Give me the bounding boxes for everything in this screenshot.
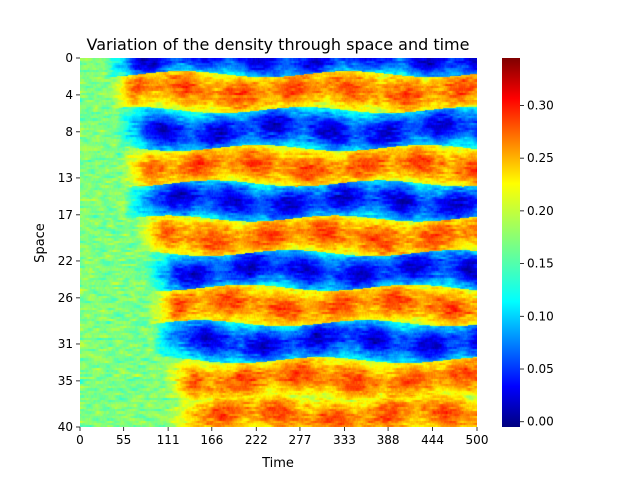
y-tick-label: 26 bbox=[58, 291, 73, 305]
y-tick-label: 13 bbox=[58, 171, 73, 185]
y-axis-label: Space bbox=[33, 223, 48, 263]
y-tick-label: 40 bbox=[58, 420, 73, 434]
x-tick-label: 444 bbox=[421, 433, 444, 447]
y-tick-label: 22 bbox=[58, 254, 73, 268]
y-axis-ticks: 0 4 8 13 17 22 26 31 35 40 bbox=[58, 51, 80, 434]
y-tick-label: 4 bbox=[65, 88, 73, 102]
x-tick-label: 111 bbox=[157, 433, 180, 447]
chart-title: Variation of the density through space a… bbox=[87, 35, 470, 54]
x-axis-label: Time bbox=[261, 456, 294, 471]
x-tick-label: 166 bbox=[200, 433, 223, 447]
colorbar-tick-label: 0.00 bbox=[527, 415, 554, 429]
y-tick-label: 31 bbox=[58, 337, 73, 351]
x-tick-label: 222 bbox=[245, 433, 268, 447]
x-axis-ticks: 0 55 111 166 222 277 333 388 444 500 bbox=[76, 427, 488, 447]
colorbar-tick-label: 0.10 bbox=[527, 309, 554, 323]
y-tick-label: 17 bbox=[58, 208, 73, 222]
x-tick-label: 500 bbox=[466, 433, 489, 447]
colorbar-tick-label: 0.20 bbox=[527, 204, 554, 218]
heatmap-cells bbox=[80, 58, 477, 427]
x-tick-label: 0 bbox=[76, 433, 84, 447]
x-tick-label: 333 bbox=[333, 433, 356, 447]
y-tick-label: 0 bbox=[65, 51, 73, 65]
y-tick-label: 35 bbox=[58, 374, 73, 388]
colorbar-ticks: 0.00 0.05 0.10 0.15 0.20 0.25 0.30 bbox=[520, 98, 554, 429]
colorbar-tick-label: 0.25 bbox=[527, 151, 554, 165]
colorbar-tick-label: 0.30 bbox=[527, 98, 554, 112]
colorbar-tick-label: 0.05 bbox=[527, 362, 554, 376]
colorbar-tick-label: 0.15 bbox=[527, 257, 554, 271]
x-tick-label: 55 bbox=[116, 433, 131, 447]
x-tick-label: 388 bbox=[377, 433, 400, 447]
colorbar bbox=[502, 58, 520, 427]
y-tick-label: 8 bbox=[65, 125, 73, 139]
x-tick-label: 277 bbox=[288, 433, 311, 447]
